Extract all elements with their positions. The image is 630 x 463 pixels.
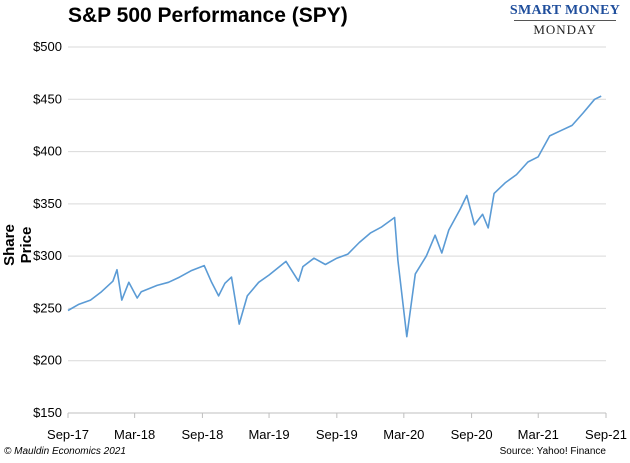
- series-line: [67, 95, 602, 338]
- x-tick-label: Sep-18: [181, 427, 223, 442]
- chart-title: S&P 500 Performance (SPY): [68, 4, 348, 27]
- y-tick-label: $400: [33, 144, 62, 159]
- x-tick-label: Mar-19: [248, 427, 289, 442]
- y-tick-label: $150: [33, 405, 62, 420]
- brand-logo: SMART MONEY MONDAY: [508, 3, 622, 38]
- y-tick-label: $350: [33, 196, 62, 211]
- x-tick-label: Mar-21: [518, 427, 559, 442]
- y-tick-label: $300: [33, 248, 62, 263]
- source-note: Source: Yahoo! Finance: [499, 446, 606, 457]
- y-tick-label: $450: [33, 91, 62, 106]
- copyright-note: © Mauldin Economics 2021: [4, 446, 126, 457]
- brand-top: SMART MONEY: [509, 3, 621, 18]
- brand-bottom: MONDAY: [533, 22, 597, 37]
- x-tick-label: Sep-21: [585, 427, 627, 442]
- y-tick-label: $500: [33, 39, 62, 54]
- x-tick-label: Mar-20: [383, 427, 424, 442]
- x-tick-label: Sep-19: [316, 427, 358, 442]
- y-tick-label: $200: [33, 353, 62, 368]
- x-tick-label: Sep-17: [47, 427, 89, 442]
- x-tick-label: Sep-20: [451, 427, 493, 442]
- x-tick-label: Mar-18: [114, 427, 155, 442]
- y-tick-label: $250: [33, 300, 62, 315]
- brand-divider: [514, 20, 616, 21]
